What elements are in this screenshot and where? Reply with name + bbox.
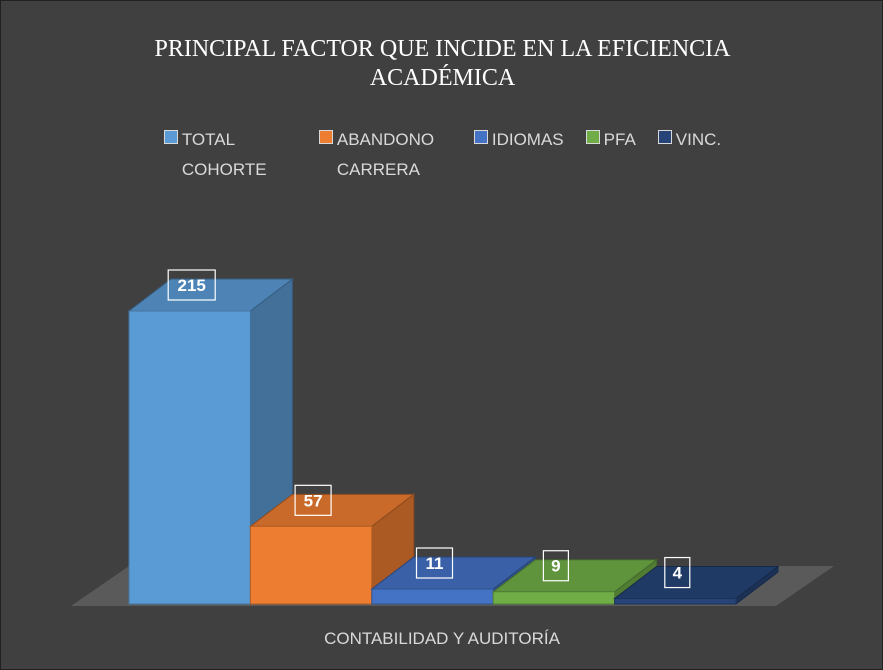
legend-swatch bbox=[163, 130, 178, 144]
bar-front bbox=[249, 525, 373, 605]
bar-front bbox=[492, 591, 616, 605]
legend-swatch bbox=[585, 130, 600, 144]
bar-front bbox=[128, 310, 251, 605]
chart-title: PRINCIPAL FACTOR QUE INCIDE EN LA EFICIE… bbox=[154, 36, 731, 91]
data-label: 11 bbox=[426, 554, 444, 573]
legend-label: PFA bbox=[603, 130, 636, 149]
legend-item: IDIOMAS bbox=[473, 125, 564, 185]
legend-swatch bbox=[318, 130, 333, 144]
legend-item: ABANDONO CARRERA bbox=[318, 125, 452, 185]
bar-front bbox=[371, 588, 494, 605]
legend-label: VINC. bbox=[675, 130, 722, 149]
legend-item: TOTAL COHORTE bbox=[163, 125, 297, 185]
legend-item: PFA bbox=[585, 125, 636, 185]
data-label-box bbox=[294, 484, 332, 516]
data-label: 215 bbox=[178, 276, 206, 295]
data-label: 4 bbox=[673, 564, 683, 583]
data-label: 9 bbox=[551, 557, 560, 576]
bar-front bbox=[614, 598, 737, 605]
data-label-box bbox=[167, 269, 216, 301]
data-label-box bbox=[542, 550, 570, 582]
bar bbox=[248, 493, 416, 606]
bar bbox=[613, 565, 780, 606]
legend-swatch bbox=[473, 130, 488, 144]
data-label-box bbox=[415, 547, 454, 579]
legend-swatch bbox=[657, 130, 672, 144]
legend-label: ABANDONO CARRERA bbox=[336, 130, 435, 179]
data-label: 57 bbox=[304, 491, 323, 510]
x-tick-label: CONTABILIDAD Y AUDITORÍA bbox=[324, 629, 561, 648]
legend-item: VINC. bbox=[657, 125, 722, 185]
legend-label: TOTAL COHORTE bbox=[181, 130, 267, 179]
legend-label: IDIOMAS bbox=[491, 130, 564, 149]
legend: TOTAL COHORTE ABANDONO CARRERA IDIOMAS PFA V… bbox=[1, 125, 882, 185]
data-label-box bbox=[664, 556, 691, 589]
